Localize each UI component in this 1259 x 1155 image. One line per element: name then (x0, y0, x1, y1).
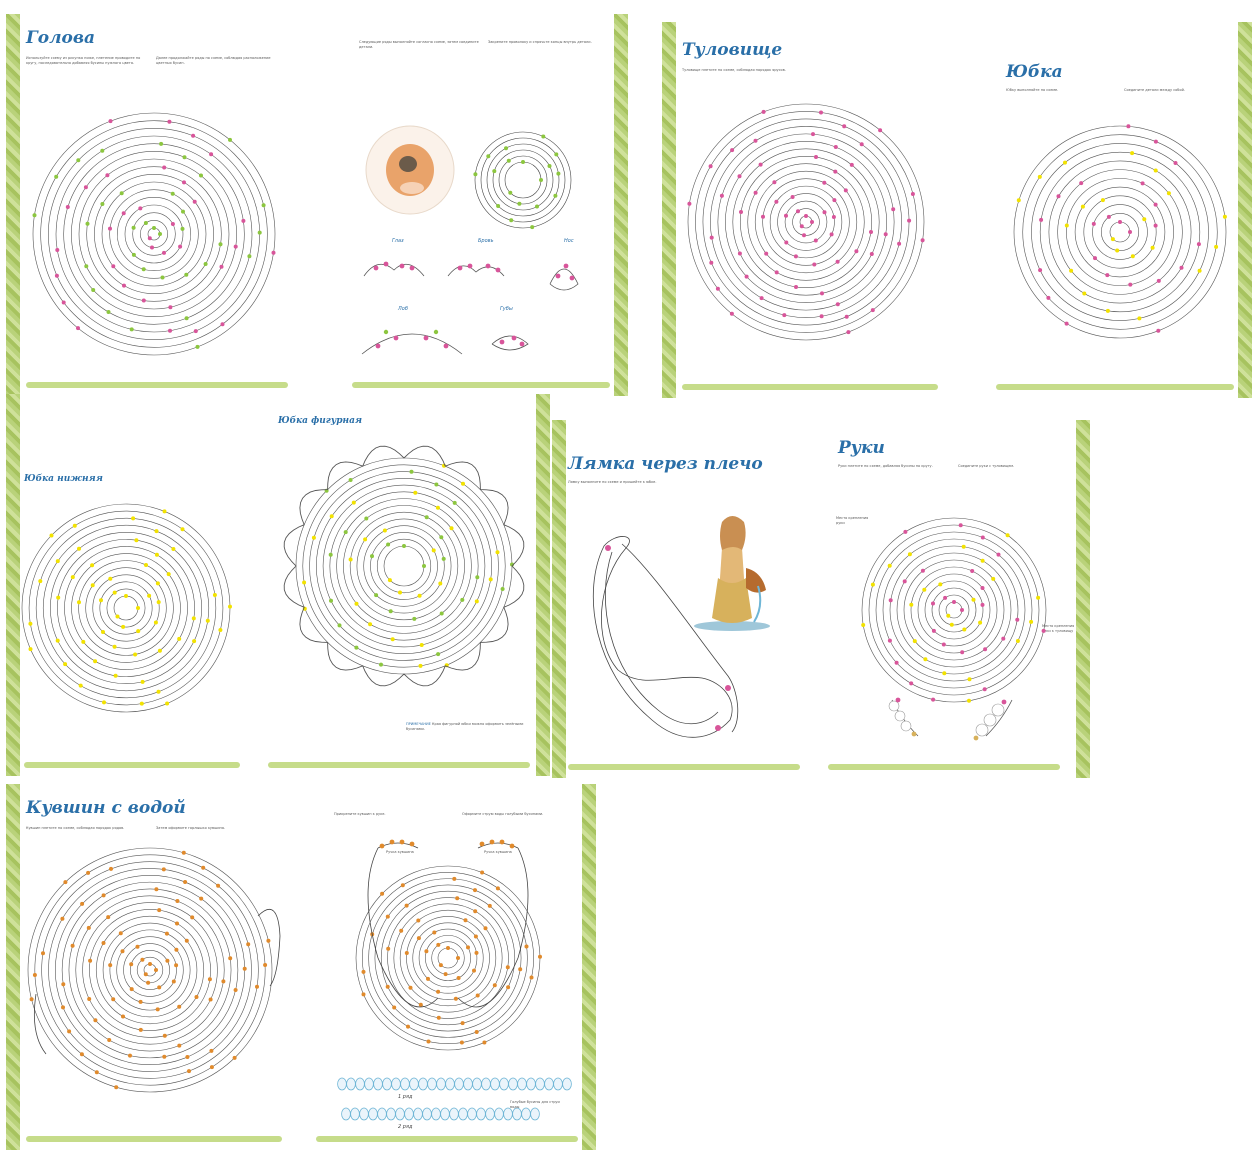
row-label: 1 ряд (398, 1094, 413, 1100)
page-footer (682, 384, 938, 390)
body-scheme-diagram (687, 103, 925, 341)
spread-head: Голова Используйте схему из рисунка ниже… (6, 14, 628, 396)
arm-scheme-diagram (861, 517, 1047, 703)
intro-text: Оформите струю воды голубыми бусинами. (462, 812, 544, 816)
page-edge-left (662, 22, 676, 398)
scalloped-edge (283, 445, 525, 687)
handle-label: Ручка кувшина (386, 850, 414, 854)
note-label: ПРИМЕЧАНИЕ (406, 722, 431, 726)
intro-text: Лямку выполните по схеме и пришейте к юб… (568, 480, 657, 484)
page-edge-left (6, 14, 20, 396)
spread-arms: Лямка через плечо Лямку выполните по схе… (552, 420, 1090, 778)
face-scheme-diagram (473, 131, 572, 230)
water-note: Голубые бусины для струи воды (510, 1100, 560, 1109)
page-edge-right (582, 784, 596, 1150)
intro-text: Туловище плетите по схеме, соблюдая поря… (682, 68, 786, 72)
page-footer (268, 762, 530, 768)
intro-text: Руки плетите по схеме, добавляя бусины п… (838, 464, 933, 468)
face-photo (365, 125, 455, 215)
strap-scheme-diagram (592, 536, 739, 738)
section-title: Кувшин с водой (26, 798, 186, 818)
page-edge-right (1238, 22, 1252, 398)
label-nose: Нос (564, 238, 574, 244)
page-footer (352, 382, 610, 388)
lower-skirt-scheme-diagram (21, 503, 232, 713)
intro-text: Кувшин плетите по схеме, соблюдая порядо… (26, 826, 125, 830)
intro-text: Следующие ряды выполняйте согласно схеме… (359, 40, 479, 49)
intro-text: Закрепите проволоку и спрячьте концы вну… (488, 40, 592, 44)
intro-text: Соедините руки с туловищем. (958, 464, 1015, 468)
page-edge-left (552, 420, 566, 778)
jug-handles-loops (367, 839, 529, 1008)
section-title: Голова (26, 28, 96, 48)
page-footer (568, 764, 800, 770)
section-title: Юбка фигурная (278, 416, 363, 426)
page-footer (996, 384, 1234, 390)
page-edge-left (6, 394, 20, 776)
head-scheme-diagram (32, 112, 276, 356)
intro-text: Используйте схему из рисунка ниже, плете… (26, 56, 141, 65)
skirt-scheme-diagram (1013, 124, 1227, 339)
page-edge-right (536, 394, 550, 776)
intro-text: Юбку выполняйте по схеме. (1006, 88, 1059, 92)
water-stream-diagram (337, 1077, 572, 1121)
spread-jug: Кувшин с водой Кувшин плетите по схеме, … (6, 784, 596, 1150)
page-footer (316, 1136, 578, 1142)
section-title: Лямка через плечо (568, 454, 763, 474)
face-parts-diagrams (361, 261, 579, 355)
page-footer (24, 762, 240, 768)
row-label: 2 ряд (398, 1124, 413, 1130)
label-eye: Глаз (392, 238, 404, 244)
spread-skirt: Юбка фигурная Юбка нижняя ПРИМЕЧАНИЕ Кра… (6, 394, 550, 776)
page-footer (26, 1136, 282, 1142)
intro-text: Далее продолжайте ряды по схеме, соблюда… (156, 56, 271, 65)
jug-scheme-diagram (27, 847, 273, 1093)
page-footer (26, 382, 288, 388)
note-block: ПРИМЕЧАНИЕ Края фигурной юбки можно офор… (406, 722, 534, 732)
handle-label: Ручка кувшина (484, 850, 512, 854)
hand-scheme-diagram (888, 697, 1013, 741)
label-brow: Бровь (478, 238, 494, 244)
label-forehead: Лоб (398, 306, 408, 312)
intro-text: Прикрепите кувшин к руке. (334, 812, 386, 816)
side-label: Место крепления руки (836, 516, 869, 525)
page-edge-left (6, 784, 20, 1150)
section-title: Юбка (1006, 62, 1063, 82)
note-text: Края фигурной юбки можно оформить зелёны… (406, 722, 524, 731)
jug-handle-thread (34, 909, 281, 1055)
intro-text: Затем оформите горлышко кувшина. (156, 826, 226, 830)
intro-text: Соедините детали между собой. (1124, 88, 1185, 92)
section-title: Туловище (682, 40, 783, 60)
side-label: Место крепления руки к туловищу (1042, 624, 1075, 633)
section-title: Руки (838, 438, 885, 458)
label-lips: Губы (500, 306, 513, 312)
mermaid-illustration (694, 516, 770, 631)
jug-neck-scheme-diagram (355, 865, 542, 1051)
page-edge-right (614, 14, 628, 396)
section-title: Юбка нижняя (24, 474, 103, 484)
page-footer (828, 764, 1060, 770)
spread-body: Туловище Туловище плетите по схеме, собл… (662, 22, 1252, 398)
page-edge-right (1076, 420, 1090, 778)
